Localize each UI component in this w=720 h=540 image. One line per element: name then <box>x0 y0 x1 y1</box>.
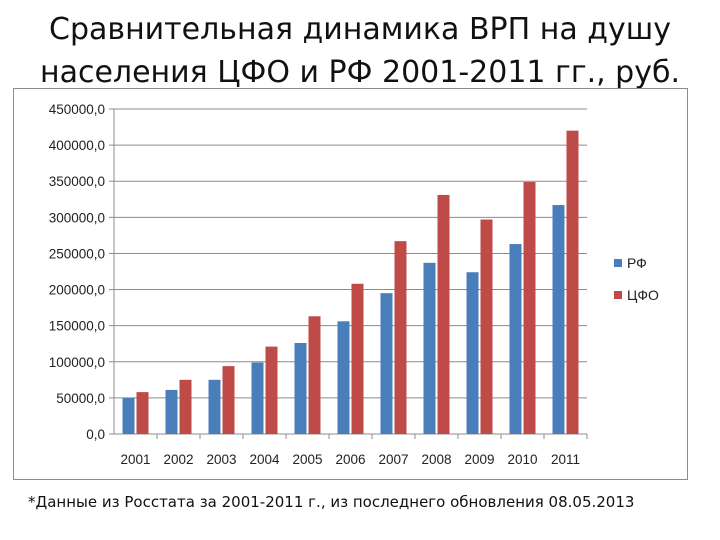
bar-цфо <box>136 392 149 434</box>
bar-рф <box>208 379 221 434</box>
y-tick-label: 0,0 <box>86 427 105 442</box>
legend-swatch <box>614 291 622 299</box>
bar-рф <box>380 293 393 434</box>
y-tick-label: 250000,0 <box>49 246 105 261</box>
x-tick-label: 2004 <box>249 452 280 467</box>
y-tick-label: 200000,0 <box>49 283 105 298</box>
x-tick-label: 2001 <box>120 452 150 467</box>
y-tick-label: 300000,0 <box>49 210 105 225</box>
title-line-1: Сравнительная динамика ВРП на душу <box>49 12 671 47</box>
y-tick-label: 350000,0 <box>49 174 105 189</box>
x-tick-label: 2007 <box>378 452 408 467</box>
bar-рф <box>509 244 522 434</box>
y-tick-label: 100000,0 <box>49 355 105 370</box>
y-tick-label: 50000,0 <box>56 391 105 406</box>
bar-рф <box>337 321 350 434</box>
legend-swatch <box>614 259 622 267</box>
bar-цфо <box>566 130 579 434</box>
x-tick-label: 2002 <box>163 452 193 467</box>
bar-цфо <box>394 241 407 434</box>
bar-рф <box>466 272 479 434</box>
bar-цфо <box>179 379 192 434</box>
x-tick-label: 2009 <box>464 452 494 467</box>
x-tick-label: 2006 <box>335 452 365 467</box>
legend-label: ЦФО <box>627 287 659 303</box>
bar-цфо <box>265 346 278 434</box>
bar-рф <box>122 397 135 434</box>
y-tick-label: 450000,0 <box>49 102 105 117</box>
legend-label: РФ <box>627 255 647 271</box>
x-tick-label: 2003 <box>206 452 236 467</box>
title-line-2: населения ЦФО и РФ 2001-2011 гг., руб. <box>39 55 681 90</box>
bar-цфо <box>308 316 321 434</box>
y-tick-label: 150000,0 <box>49 319 105 334</box>
x-tick-label: 2010 <box>507 452 537 467</box>
bar-цфо <box>437 194 450 434</box>
bar-рф <box>294 343 307 434</box>
footnote: *Данные из Росстата за 2001-2011 г., из … <box>28 493 635 511</box>
bar-цфо <box>351 283 364 434</box>
bar-рф <box>165 389 178 434</box>
bar-цфо <box>480 219 493 434</box>
x-tick-label: 2008 <box>421 452 451 467</box>
bar-рф <box>251 362 264 434</box>
bar-рф <box>552 205 565 434</box>
chart-title: Сравнительная динамика ВРП на душу насел… <box>0 8 720 94</box>
bar-цфо <box>523 181 536 434</box>
y-tick-label: 400000,0 <box>49 138 105 153</box>
x-tick-label: 2005 <box>292 452 322 467</box>
x-tick-label: 2011 <box>551 452 580 467</box>
bar-рф <box>423 262 436 434</box>
bar-цфо <box>222 366 235 434</box>
